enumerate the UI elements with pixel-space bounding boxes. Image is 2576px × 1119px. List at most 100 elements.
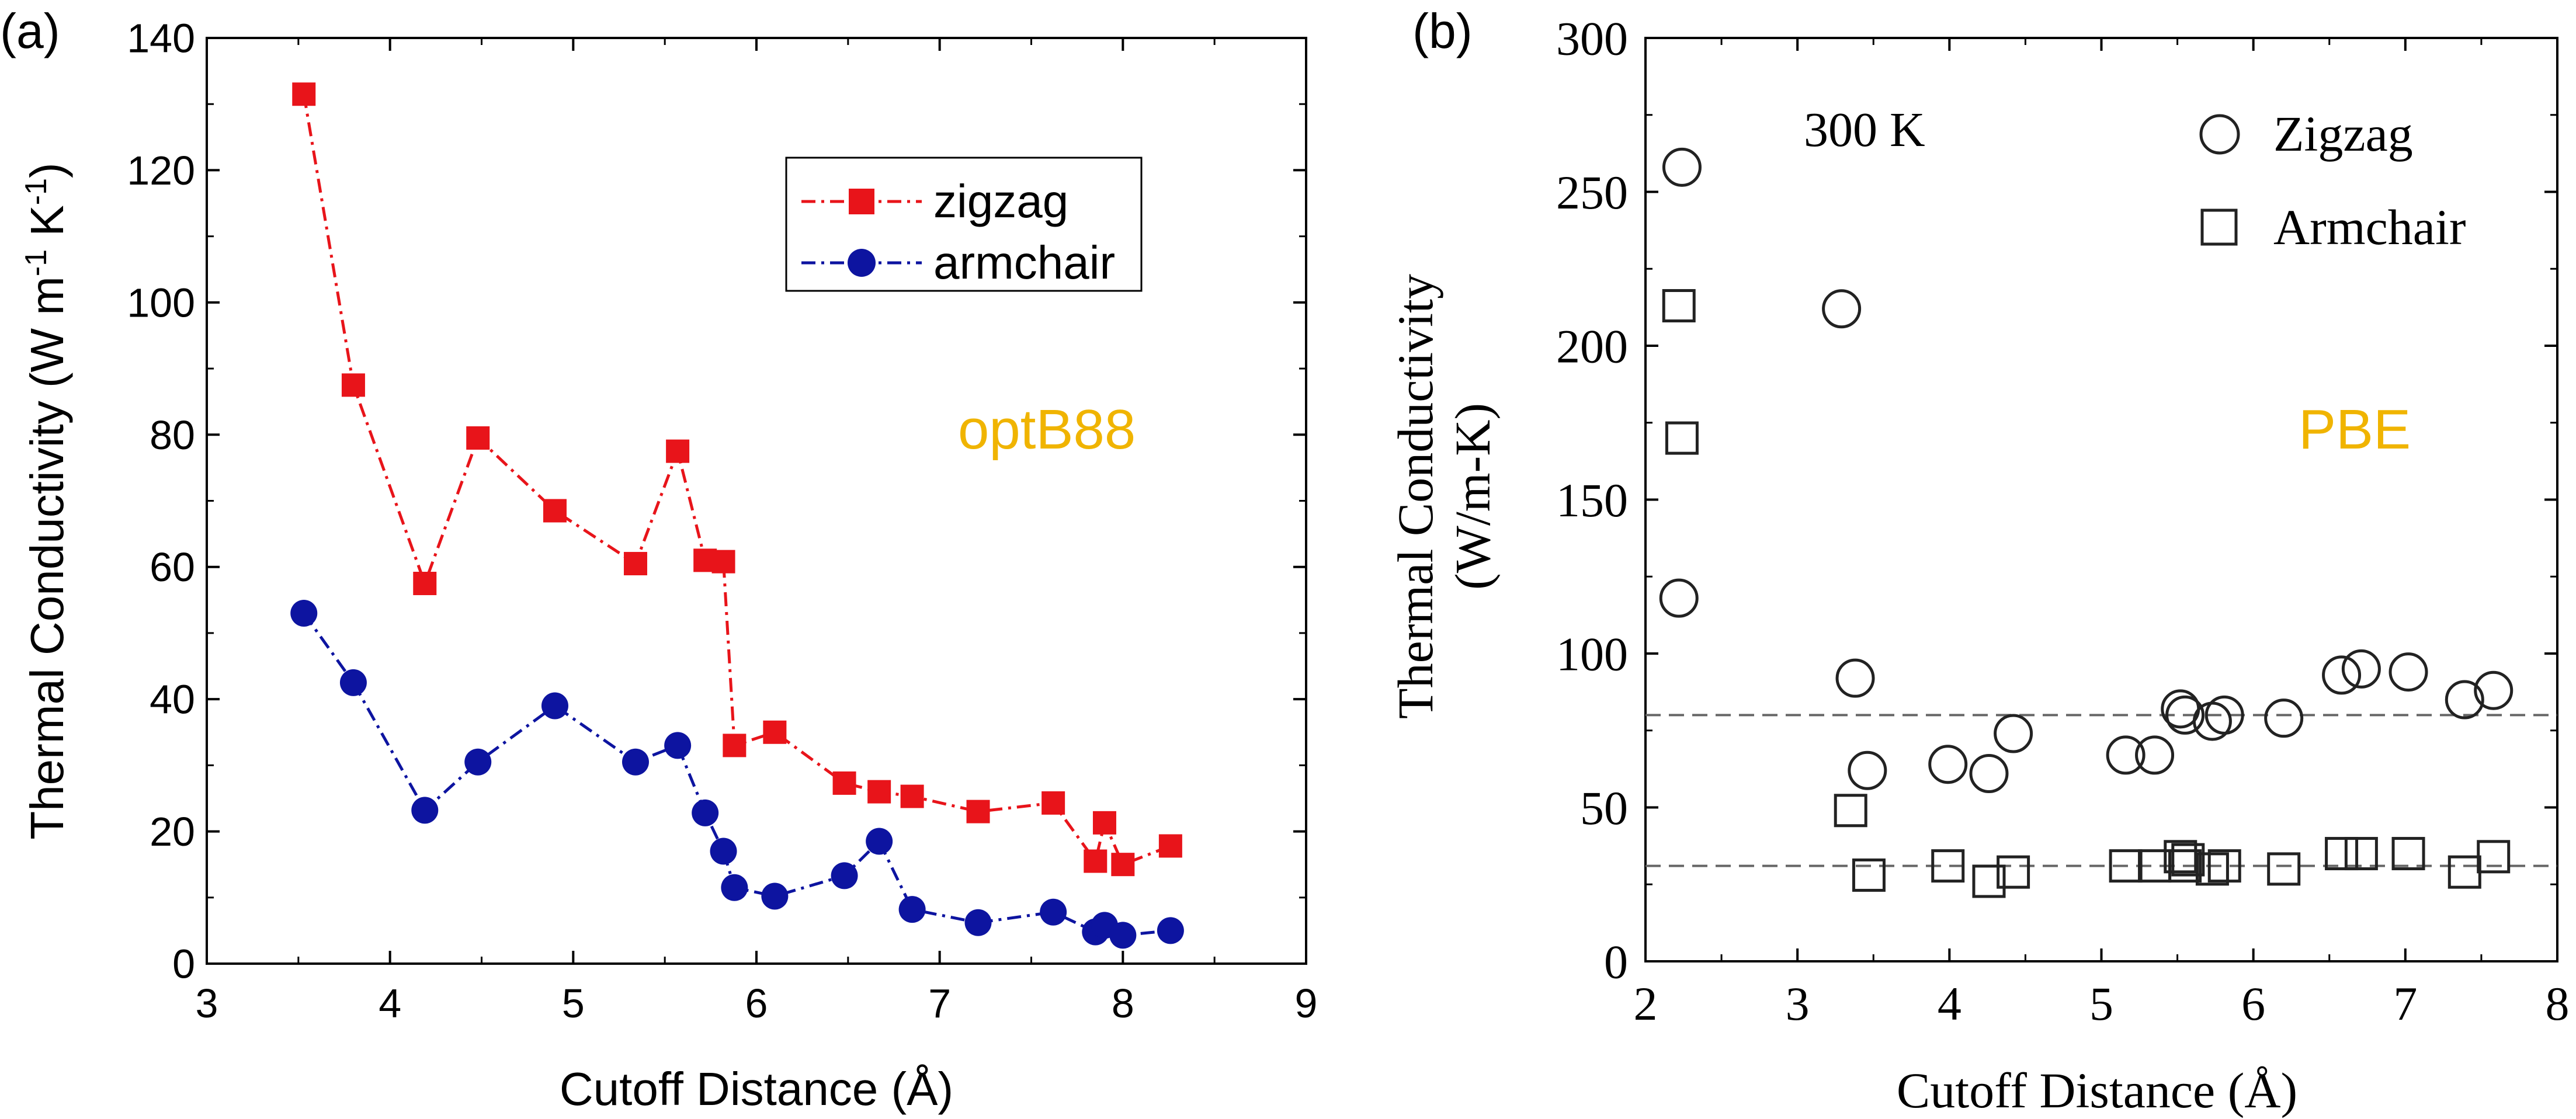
- zigzag-point: [2204, 695, 2244, 735]
- zigzag-point: [413, 572, 437, 596]
- armchair-point: [2171, 843, 2205, 877]
- panel-a-xtick-label: 6: [745, 981, 768, 1026]
- zigzag-point: [1994, 714, 2033, 753]
- panel-a-xtick-label: 8: [1112, 981, 1134, 1026]
- armchair-point: [2325, 837, 2359, 871]
- panel-a-legend: zigzag armchair: [785, 157, 1143, 292]
- zigzag-point: [1848, 750, 1887, 790]
- armchair-point: [1972, 864, 2006, 898]
- panel-b-ylabel-line1: Thermal Conductivity: [1387, 274, 1443, 719]
- zigzag-point: [466, 426, 490, 450]
- zigzag-point: [1659, 578, 1699, 618]
- panel-a-label: (a): [0, 4, 60, 58]
- legend-armchair-label: armchair: [933, 237, 1115, 289]
- panel-b-annotation-pbe: PBE: [2299, 398, 2411, 461]
- zigzag-point: [2341, 649, 2381, 689]
- zigzag-point: [900, 784, 924, 808]
- armchair-point: [2109, 849, 2143, 883]
- armchair-point: [2267, 852, 2301, 886]
- armchair-point: [2344, 837, 2378, 871]
- panel-b-axes: 2 3 4 5 6 7 8 0 50 100 150 200 250 300: [1556, 12, 2570, 1030]
- panel-a-ylabel: Thermal Conductivity (W m-1 K-1): [19, 162, 73, 839]
- panel-a-xtick-label: 4: [379, 981, 401, 1026]
- armchair-point: [1040, 898, 1067, 926]
- panel-b-temperature-label: 300 K: [1804, 103, 1925, 157]
- panel-b-xtick-label: 2: [1634, 977, 1658, 1030]
- legend-zigzag-label: Zigzag: [2273, 106, 2413, 162]
- panel-b: (b) 2 3 4 5 6 7 8 0 50 100 150 200 250 300 Thermal Co…: [1387, 4, 2570, 1118]
- zigzag-point: [2264, 698, 2304, 738]
- zigzag-point: [1092, 811, 1116, 835]
- panel-a-ytick-label: 80: [150, 412, 195, 458]
- armchair-point: [2477, 840, 2511, 874]
- panel-b-xlabel: Cutoff Distance (Å): [1897, 1062, 2297, 1118]
- armchair-point: [866, 828, 893, 855]
- panel-b-xtick-label: 4: [1938, 977, 1961, 1030]
- zigzag-point: [1041, 791, 1065, 815]
- legend-zigzag-marker: [849, 189, 874, 214]
- panel-b-xtick-label: 7: [2393, 977, 2417, 1030]
- zigzag-point: [867, 780, 891, 804]
- panel-a-ylabel-end: ): [21, 162, 73, 178]
- zigzag-point: [2135, 735, 2175, 775]
- zigzag-point: [1084, 849, 1108, 873]
- panel-b-legend: Zigzag Armchair: [2199, 106, 2466, 255]
- panel-b-xtick-label: 3: [1786, 977, 1810, 1030]
- zigzag-point: [1822, 289, 1862, 329]
- panel-a-ytick-label: 40: [150, 677, 195, 722]
- panel-b-plot-frame: [1644, 37, 2558, 962]
- armchair-series-line: [303, 612, 1171, 937]
- armchair-point: [2164, 840, 2197, 874]
- panel-b-xtick-label: 8: [2546, 977, 2570, 1030]
- armchair-point: [411, 797, 439, 824]
- zigzag-point: [1928, 745, 1968, 784]
- armchair-point: [1109, 922, 1137, 949]
- panel-b-ytick-label: 100: [1556, 628, 1628, 681]
- panel-b-ytick-label: 50: [1580, 781, 1628, 835]
- legend-armchair-marker: [848, 249, 876, 277]
- armchair-point: [1665, 421, 1699, 455]
- panel-b-ytick-label: 0: [1604, 936, 1628, 989]
- armchair-point: [964, 909, 992, 936]
- zigzag-point: [1111, 853, 1135, 877]
- panel-b-label: (b): [1412, 4, 1473, 58]
- armchair-point: [1931, 849, 1965, 883]
- armchair-point: [2447, 855, 2481, 889]
- panel-a-xtick-label: 9: [1295, 981, 1318, 1026]
- panel-a-axes: 3 4 5 6 7 8 9 0 20 40 60 80 100 120 140: [127, 16, 1317, 1027]
- panel-b-ytick-label: 200: [1556, 320, 1628, 373]
- panel-b-xtick-label: 6: [2241, 977, 2265, 1030]
- armchair-point: [290, 599, 318, 627]
- zigzag-point: [723, 734, 747, 757]
- zigzag-point: [2388, 652, 2428, 692]
- armchair-point: [2391, 837, 2425, 871]
- armchair-point: [761, 882, 789, 910]
- panel-b-ytick-label: 150: [1556, 474, 1628, 527]
- legend-armchair-label: Armchair: [2273, 199, 2466, 255]
- armchair-point: [339, 669, 367, 696]
- zigzag-point: [666, 439, 690, 463]
- armchair-point: [1997, 855, 2030, 889]
- zigzag-point: [1662, 147, 1702, 187]
- armchair-point: [664, 732, 692, 759]
- panel-a-ylabel-sup2: -1: [19, 178, 53, 205]
- zigzag-point: [543, 499, 567, 523]
- panel-b-series: [1645, 147, 2557, 898]
- panel-b-xtick-label: 5: [2089, 977, 2113, 1030]
- armchair-point: [2168, 849, 2202, 883]
- panel-a-ytick-label: 120: [127, 148, 195, 193]
- legend-zigzag-open-circle-marker: [2199, 114, 2240, 155]
- panel-a-ylabel-main: Thermal Conductivity (W m: [21, 276, 73, 840]
- zigzag-point: [2165, 695, 2205, 735]
- armchair-point: [2207, 849, 2241, 883]
- panel-a-xtick-label: 7: [928, 981, 951, 1026]
- legend-armchair-open-square-marker: [2200, 208, 2238, 246]
- zigzag-point: [2322, 655, 2362, 695]
- zigzag-point: [2445, 680, 2484, 720]
- panel-a-ytick-label: 20: [150, 809, 195, 854]
- zigzag-point: [711, 550, 735, 574]
- panel-a-annotation-optb88: optB88: [958, 398, 1136, 461]
- panel-a-series: [290, 82, 1184, 949]
- panel-a-ytick-label: 100: [127, 280, 195, 325]
